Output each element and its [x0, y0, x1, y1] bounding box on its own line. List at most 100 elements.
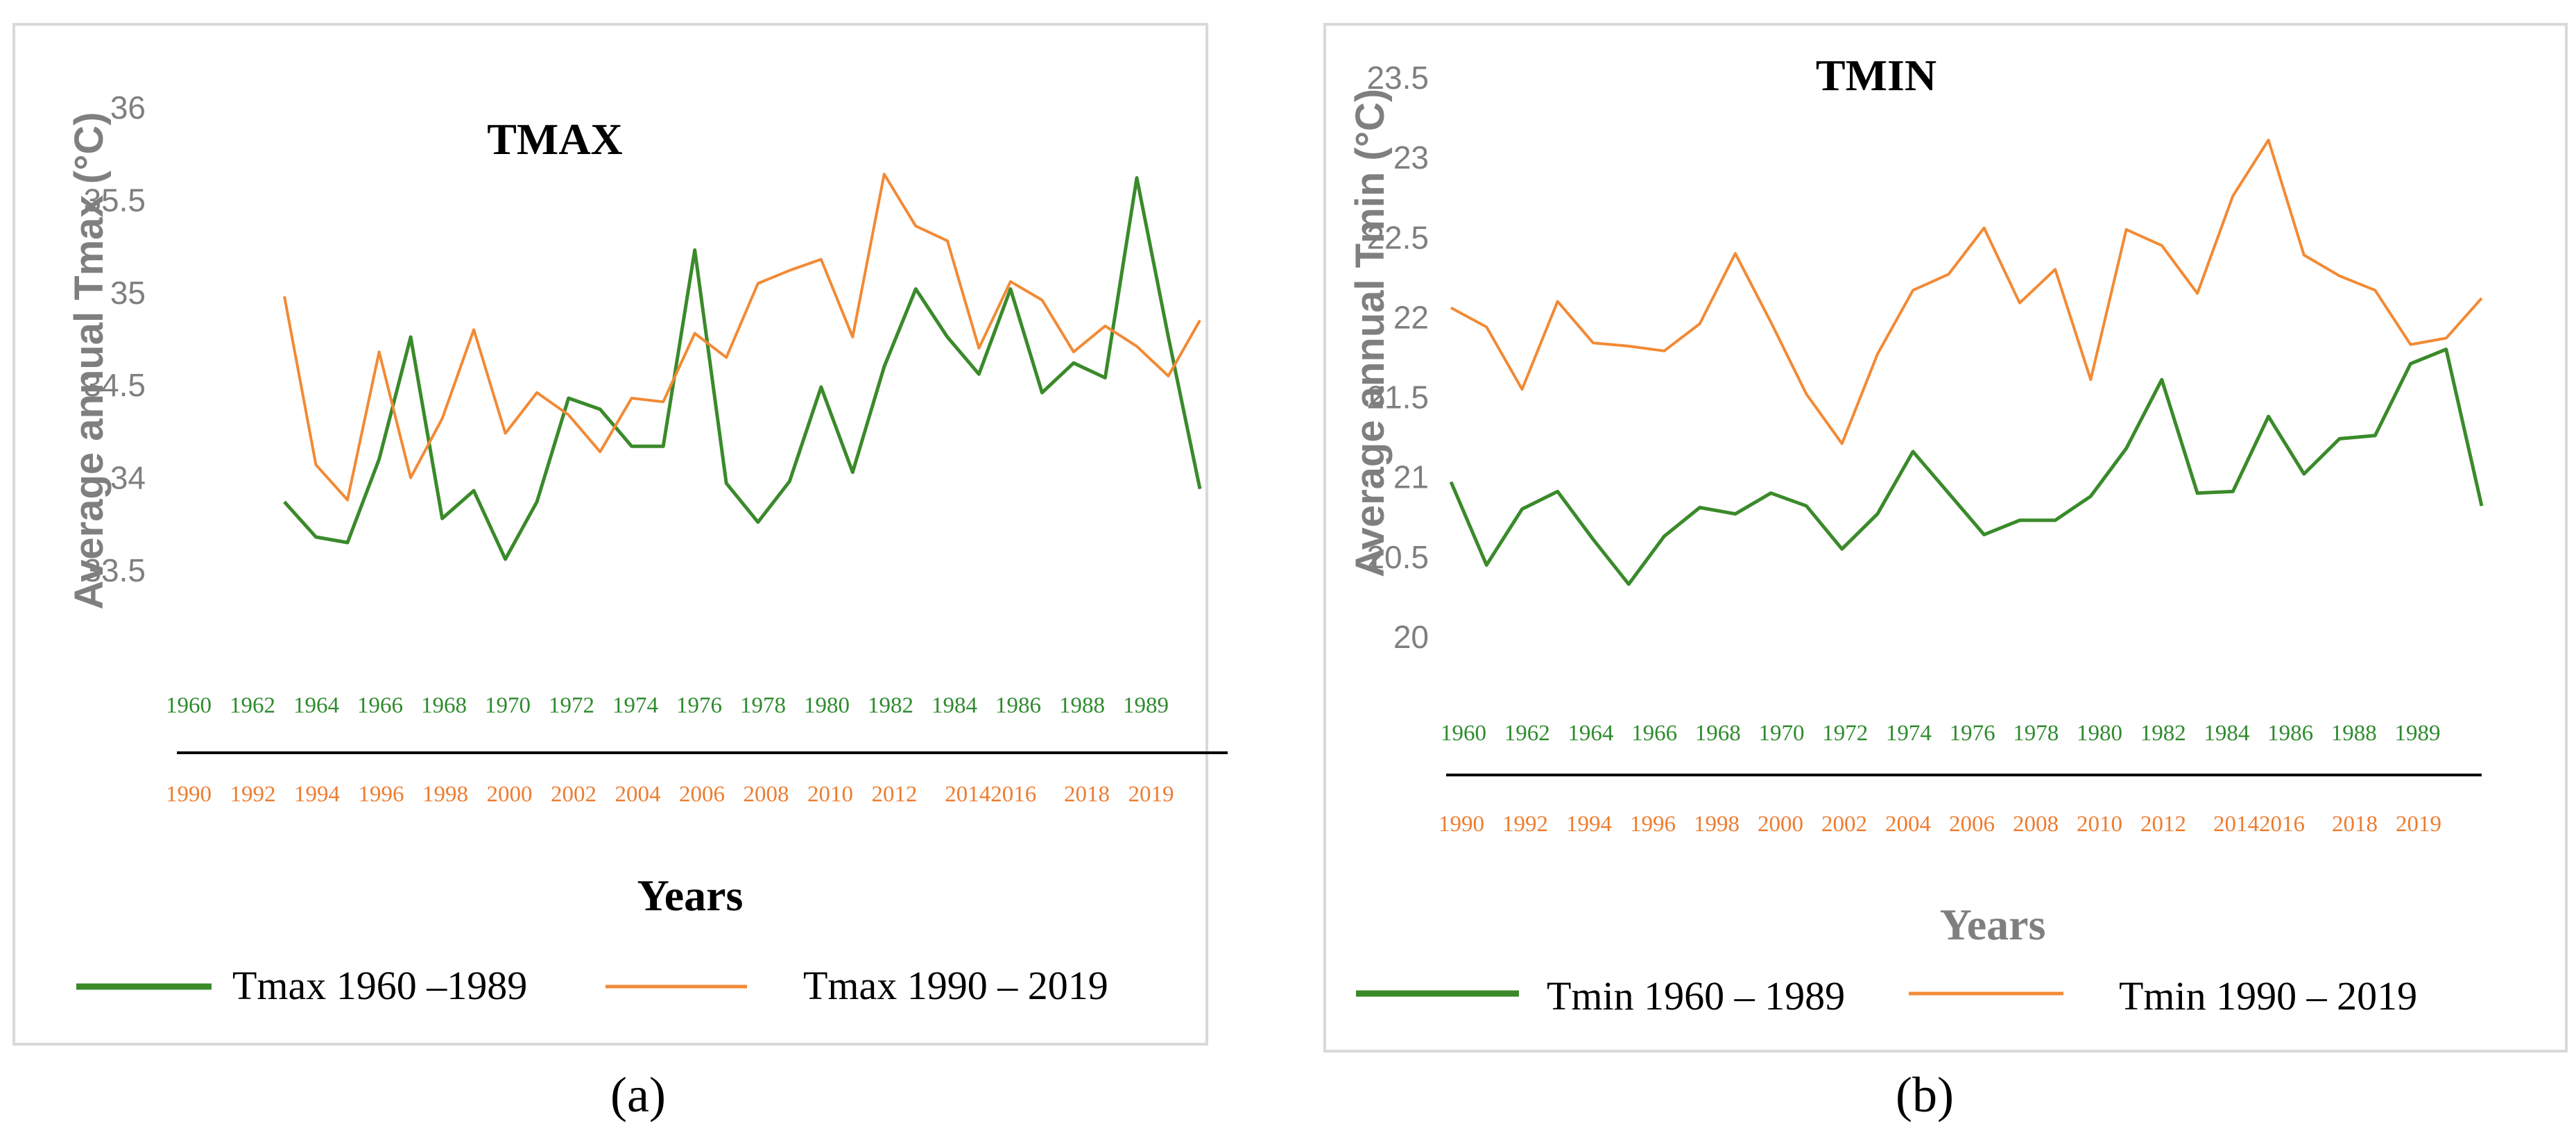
x-tick-label-bottom: 2004 [615, 782, 661, 807]
y-tick-label: 35.5 [83, 182, 146, 218]
x-tick-label-bottom: 20142016 [945, 782, 1036, 807]
x-tick-label-top: 1960 [1441, 721, 1486, 746]
x-tick-label-bottom: 2019 [1128, 782, 1174, 807]
legend-label-tmax-1960-1989: Tmax 1960 –1989 [232, 963, 527, 1008]
x-tick-label-top: 1986 [995, 693, 1041, 718]
x-tick-label-bottom: 1992 [230, 782, 276, 807]
x-tick-label-top: 1984 [2204, 721, 2249, 746]
x-tick-label-bottom: 2018 [1064, 782, 1110, 807]
x-tick-label-bottom: 2019 [2396, 812, 2441, 837]
x-tick-label-top: 1974 [612, 693, 658, 718]
x-tick-label-bottom: 2012 [872, 782, 918, 807]
panel-b-frame [1323, 23, 2568, 1052]
x-tick-label-top: 1989 [2395, 721, 2441, 746]
x-tick-label-top: 1972 [549, 693, 594, 718]
x-tick-label-top: 1978 [740, 693, 786, 718]
series-line-orange [1450, 138, 2483, 445]
panel-b-x-axis-label: Years [1940, 900, 2046, 949]
y-tick-label: 22.5 [1366, 219, 1429, 255]
panel-b-caption: (b) [1896, 1067, 1954, 1123]
panel-a-plot [283, 173, 1202, 561]
y-tick-label: 20 [1393, 619, 1429, 655]
x-tick-label-bottom: 2006 [1949, 812, 1995, 837]
y-tick-label: 23 [1393, 139, 1429, 176]
x-tick-label-bottom: 2010 [807, 782, 853, 807]
panel-b-x-ticks-top: 1960 1962 1964 1966 1968 1970 1972 1974 1976 1978… [1441, 721, 2441, 746]
panel-b-legend: Tmin 1960 – 1989 Tmin 1990 – 2019 [1356, 973, 2417, 1019]
x-tick-label-top: 1989 [1123, 693, 1169, 718]
x-tick-label-bottom: 1990 [1439, 812, 1484, 837]
x-tick-label-top: 1962 [1504, 721, 1550, 746]
y-tick-label: 21 [1393, 459, 1429, 495]
legend-label-tmin-1960-1989: Tmin 1960 – 1989 [1547, 973, 1845, 1019]
x-tick-label-bottom: 2006 [679, 782, 725, 807]
x-tick-label-top: 1982 [2140, 721, 2186, 746]
x-tick-label-top: 1960 [166, 693, 212, 718]
x-tick-label-top: 1976 [676, 693, 722, 718]
x-tick-label-bottom: 2012 [2140, 812, 2186, 837]
x-tick-label-top: 1988 [1059, 693, 1105, 718]
x-tick-label-bottom: 2000 [1758, 812, 1803, 837]
x-tick-label-bottom: 1998 [1694, 812, 1740, 837]
x-tick-label-bottom: 2018 [2332, 812, 2378, 837]
x-tick-label-top: 1970 [485, 693, 531, 718]
x-tick-label-top: 1980 [804, 693, 850, 718]
x-tick-label-bottom: 2002 [551, 782, 596, 807]
x-tick-label-bottom: 2010 [2077, 812, 2122, 837]
x-tick-label-top: 1964 [1568, 721, 1613, 746]
panel-b: TMIN Average annual Tmin (°C) 20 20.5 21 21… [1323, 23, 2568, 1123]
series-line-orange [283, 173, 1201, 502]
panel-a-x-ticks-top: 1960 1962 1964 1966 1968 1970 1972 1974 1976 1978… [166, 693, 1169, 718]
x-tick-label-bottom: 1994 [294, 782, 340, 807]
x-tick-label-bottom: 2008 [744, 782, 789, 807]
x-tick-label-bottom: 2002 [1821, 812, 1867, 837]
x-tick-label-top: 1966 [1631, 721, 1677, 746]
panel-a-y-axis-label: Average annual Tmax (°C) [67, 112, 112, 609]
x-tick-label-top: 1980 [2077, 721, 2122, 746]
x-tick-label-top: 1984 [931, 693, 977, 718]
y-tick-label: 21.5 [1366, 380, 1429, 416]
x-tick-label-bottom: 1990 [166, 782, 212, 807]
panel-a-x-axis-label: Years [637, 871, 744, 920]
y-tick-label: 34 [110, 460, 146, 496]
x-tick-label-bottom: 2008 [2013, 812, 2059, 837]
x-tick-label-bottom: 1992 [1502, 812, 1548, 837]
y-tick-label: 33.5 [83, 552, 146, 588]
y-tick-label: 35 [110, 275, 146, 311]
x-tick-label-top: 1974 [1886, 721, 1932, 746]
legend-label-tmax-1990-2019: Tmax 1990 – 2019 [803, 963, 1108, 1008]
panel-a-frame [12, 23, 1208, 1046]
x-tick-label-bottom: 1996 [1630, 812, 1676, 837]
panel-b-x-ticks-bottom: 1990 1992 1994 1996 1998 2000 2002 2004 2006 2008… [1439, 812, 2441, 837]
panel-b-y-ticks: 20 20.5 21 21.5 22 22.5 23 23.5 [1366, 60, 1429, 655]
y-tick-label: 22 [1393, 299, 1429, 335]
series-line-green [1449, 348, 2484, 586]
x-tick-label-bottom: 1996 [359, 782, 404, 807]
x-tick-label-top: 1986 [2267, 721, 2313, 746]
x-tick-label-top: 1968 [421, 693, 467, 718]
panel-a-caption: (a) [610, 1067, 666, 1123]
legend-label-tmin-1990-2019: Tmin 1990 – 2019 [2119, 973, 2417, 1019]
x-tick-label-top: 1966 [357, 693, 403, 718]
x-tick-label-bottom: 20142016 [2213, 812, 2305, 837]
y-tick-label: 36 [110, 90, 146, 126]
panel-b-y-axis-label: Average annual Tmin (°C) [1348, 89, 1393, 577]
x-tick-label-top: 1978 [2013, 721, 2059, 746]
x-tick-label-bottom: 2000 [487, 782, 533, 807]
x-tick-label-top: 1964 [293, 693, 339, 718]
y-tick-label: 20.5 [1366, 539, 1429, 575]
panel-a-y-ticks: 33.5 34 34.5 35 35.5 36 [83, 90, 146, 588]
x-tick-label-top: 1972 [1822, 721, 1868, 746]
x-tick-label-top: 1976 [1950, 721, 1995, 746]
x-tick-label-top: 1982 [868, 693, 913, 718]
panel-a-x-ticks-bottom: 1990 1992 1994 1996 1998 2000 2002 2004 2006 2008… [166, 782, 1174, 807]
y-tick-label: 23.5 [1366, 60, 1429, 96]
panel-b-plot [1449, 138, 2484, 586]
x-tick-label-top: 1970 [1759, 721, 1805, 746]
panel-a-legend: Tmax 1960 –1989 Tmax 1990 – 2019 [76, 963, 1108, 1008]
x-tick-label-top: 1988 [2331, 721, 2377, 746]
y-tick-label: 34.5 [83, 367, 146, 403]
series-line-green [283, 176, 1202, 561]
x-tick-label-top: 1968 [1695, 721, 1741, 746]
x-tick-label-bottom: 1998 [422, 782, 468, 807]
